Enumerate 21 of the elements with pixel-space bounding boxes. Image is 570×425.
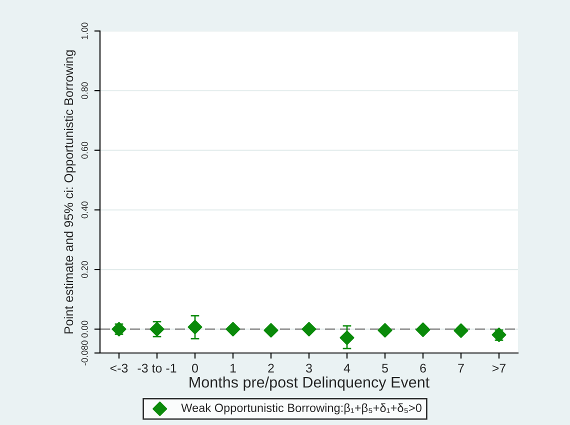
y-tick-label: 0.20	[81, 261, 88, 278]
x-tick-label: -3 to -1	[138, 364, 176, 373]
x-tick-label: 2	[268, 364, 274, 372]
y-axis-title: Point estimate and 95% ci: Opportunistic Borrowing	[64, 50, 76, 334]
x-tick-label: 3	[306, 364, 312, 373]
x-tick-label: <-3	[110, 364, 128, 373]
x-tick-label: 0	[192, 364, 198, 373]
x-tick-label: 1	[230, 364, 236, 372]
x-tick-label: 5	[382, 364, 388, 373]
x-tick-label: >7	[492, 364, 506, 372]
x-tick-label: 4	[344, 364, 350, 372]
y-tick-label: 0.40	[81, 201, 88, 218]
y-tick-label: 0.00	[81, 320, 88, 338]
y-tick-label: 0.80	[81, 82, 88, 100]
y-tick-label: 0.60	[81, 142, 88, 159]
x-tick-label: 7	[458, 364, 464, 372]
y-tick-label: -0.080	[81, 340, 88, 366]
x-tick-label: 6	[420, 364, 426, 373]
legend-label: Weak Opportunistic Borrowing:β₁+β₅+δ₁+δ₅>0	[181, 403, 422, 414]
y-tick-label: 1.00	[81, 22, 88, 40]
x-axis-title: Months pre/post Delinquency Event	[190, 376, 430, 391]
